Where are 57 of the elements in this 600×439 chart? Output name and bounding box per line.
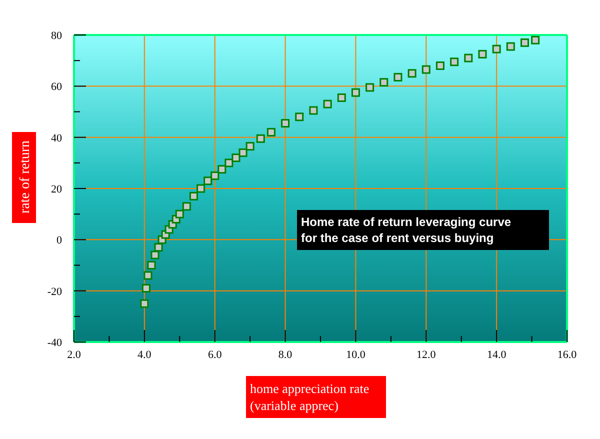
x-tick-label: 2.0 <box>67 349 82 361</box>
point <box>238 148 248 157</box>
point <box>256 134 265 143</box>
point <box>408 69 416 78</box>
point <box>337 93 346 102</box>
y-tick-label: 40 <box>51 132 62 144</box>
point <box>246 142 254 151</box>
point <box>436 61 444 70</box>
note-box: Home rate of return leveraging curve for the case of rent versus buying <box>297 210 549 250</box>
x-tick-label: 4.0 <box>138 349 152 361</box>
y-tick-label: -20 <box>47 286 62 298</box>
point <box>154 243 163 252</box>
point <box>142 284 150 293</box>
point <box>182 202 191 211</box>
point <box>478 50 487 58</box>
point <box>175 210 184 218</box>
x-tick-label: 16.0 <box>557 349 578 361</box>
y-tick-label: 0 <box>56 234 62 247</box>
point <box>450 58 459 66</box>
point <box>531 36 540 44</box>
point <box>323 100 332 108</box>
point <box>210 171 220 180</box>
point <box>224 158 234 168</box>
point <box>380 78 388 87</box>
x-tick-label: 12.0 <box>416 349 436 361</box>
point <box>422 65 430 74</box>
point <box>218 165 226 174</box>
point <box>196 184 206 193</box>
point <box>140 299 149 308</box>
point <box>351 88 360 97</box>
point <box>232 154 240 162</box>
x-tick-label: 14.0 <box>486 349 507 361</box>
point <box>520 38 529 47</box>
x-tick-label: 10.0 <box>346 349 366 361</box>
point <box>204 176 212 186</box>
point <box>309 106 318 115</box>
y-axis-title: rate of return <box>18 140 33 214</box>
y-tick-label: 20 <box>51 184 62 196</box>
y-tick-label: 80 <box>51 30 62 42</box>
point <box>147 261 156 270</box>
annotation: Home rate of return leveraging curve for the case of rent versus buying <box>301 215 512 245</box>
point <box>295 112 304 122</box>
point <box>266 128 276 136</box>
point <box>144 271 152 280</box>
x-tick-label: 8.0 <box>278 349 293 361</box>
point <box>150 250 160 260</box>
point <box>394 72 402 82</box>
x-axis-title: home appreciation rate (variable apprec) <box>250 381 370 413</box>
point <box>189 192 198 200</box>
point <box>464 54 473 62</box>
x-tick-label: 6.0 <box>208 349 222 361</box>
point <box>281 119 290 128</box>
point <box>506 42 515 51</box>
y-tick-label: -40 <box>47 337 62 349</box>
y-tick-label: 60 <box>51 81 62 94</box>
point <box>366 83 374 92</box>
point <box>492 44 501 54</box>
